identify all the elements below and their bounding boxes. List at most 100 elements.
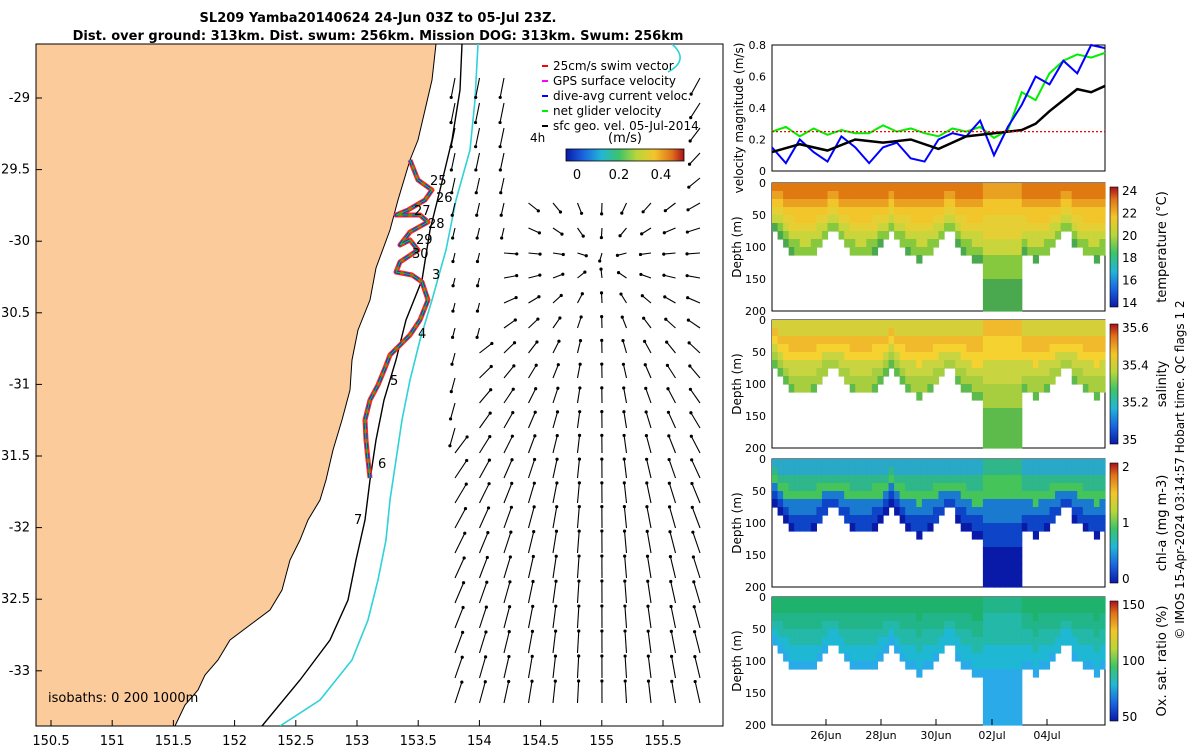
heat-cell (910, 499, 917, 508)
heat-cell (871, 360, 879, 369)
heat-cell (982, 247, 990, 256)
heat-cell (1043, 247, 1051, 256)
heat-cell (999, 360, 1006, 369)
heat-cell (955, 368, 962, 377)
heat-cell (982, 701, 990, 710)
heat-cell (944, 483, 951, 492)
heat-cell (1099, 475, 1106, 484)
depth-tick: 100 (745, 517, 766, 530)
heat-cell (799, 360, 806, 369)
heat-cell (982, 303, 990, 312)
heat-cell (899, 368, 906, 377)
current-arrowhead (643, 363, 647, 367)
heat-cell (910, 467, 917, 476)
current-arrowhead (686, 296, 690, 300)
current-arrow (503, 275, 517, 279)
heat-cell (905, 199, 912, 208)
heat-cell (783, 653, 790, 662)
current-arrow (663, 274, 676, 279)
heat-cell (916, 597, 923, 606)
current-arrowhead (531, 604, 535, 609)
heat-cell (1016, 384, 1023, 393)
heat-cell (960, 661, 967, 670)
heat-cell (982, 191, 990, 200)
heat-cell (905, 231, 912, 240)
heat-cell (883, 597, 890, 606)
heat-cell (1055, 199, 1062, 208)
current-arrowhead (645, 481, 649, 485)
heat-cell (1010, 279, 1017, 288)
heat-cell (938, 183, 945, 192)
heat-cell (1005, 376, 1012, 385)
heat-cell (1055, 637, 1062, 646)
heat-cell (971, 621, 978, 630)
heat-cell (883, 491, 890, 500)
heat-cell (1055, 459, 1062, 468)
legend-label: GPS surface velocity (553, 74, 676, 88)
heat-cell (1016, 637, 1023, 646)
heat-cell (921, 475, 928, 484)
heat-cell (1038, 328, 1045, 337)
current-arrowhead (507, 654, 511, 659)
heat-cell (982, 440, 990, 449)
heat-cell (788, 207, 795, 216)
heat-cell (988, 515, 995, 524)
heat-cell (988, 709, 995, 718)
heat-cell (927, 613, 934, 622)
heat-cell (871, 621, 879, 630)
heat-cell (1027, 645, 1034, 654)
heat-cell (883, 344, 890, 353)
heat-cell (827, 344, 834, 353)
heat-cell (838, 320, 845, 329)
heat-cell (932, 459, 940, 468)
heat-cell (999, 368, 1006, 377)
heat-cell (1016, 621, 1023, 630)
heat-cell (855, 368, 862, 377)
heat-cell (999, 491, 1006, 500)
heat-cell (877, 605, 884, 614)
current-arrow (691, 483, 701, 504)
heat-cell (999, 555, 1006, 564)
heat-cell (855, 523, 862, 532)
heat-cell (833, 199, 840, 208)
panel-colorbar (1109, 323, 1119, 445)
heat-cell (838, 491, 845, 500)
heat-cell (838, 483, 845, 492)
current-arrow (501, 227, 505, 239)
heat-cell (883, 613, 890, 622)
heat-cell (871, 344, 879, 353)
current-arrowhead (448, 444, 452, 448)
heat-cell (1005, 613, 1012, 622)
current-arrowhead (449, 390, 453, 394)
heat-cell (799, 328, 806, 337)
current-arrowhead (486, 531, 490, 535)
heat-cell (938, 336, 945, 345)
heat-cell (949, 223, 956, 232)
heat-cell (1060, 467, 1067, 476)
heat-cell (805, 661, 812, 670)
heat-cell (799, 215, 806, 224)
heat-cell (888, 344, 895, 353)
heat-cell (1088, 475, 1095, 484)
heat-cell (855, 605, 862, 614)
heat-cell (1021, 507, 1028, 516)
current-arrowhead (499, 213, 503, 217)
heat-cell (871, 499, 879, 508)
heat-cell (1043, 523, 1051, 532)
heat-cell (1071, 637, 1078, 646)
heat-cell (783, 320, 790, 329)
current-arrowhead (513, 318, 517, 322)
heat-cell (1005, 263, 1012, 272)
heat-cell (1010, 621, 1017, 630)
heat-cell (1077, 223, 1084, 232)
heat-cell (894, 223, 901, 232)
current-arrow (552, 273, 564, 279)
heat-cell (1032, 344, 1039, 353)
heat-cell (860, 523, 867, 532)
heat-cell (1049, 613, 1056, 622)
heat-cell (810, 645, 817, 654)
heat-cell (1093, 328, 1101, 337)
heat-cell (960, 336, 967, 345)
current-arrowhead (451, 236, 455, 240)
